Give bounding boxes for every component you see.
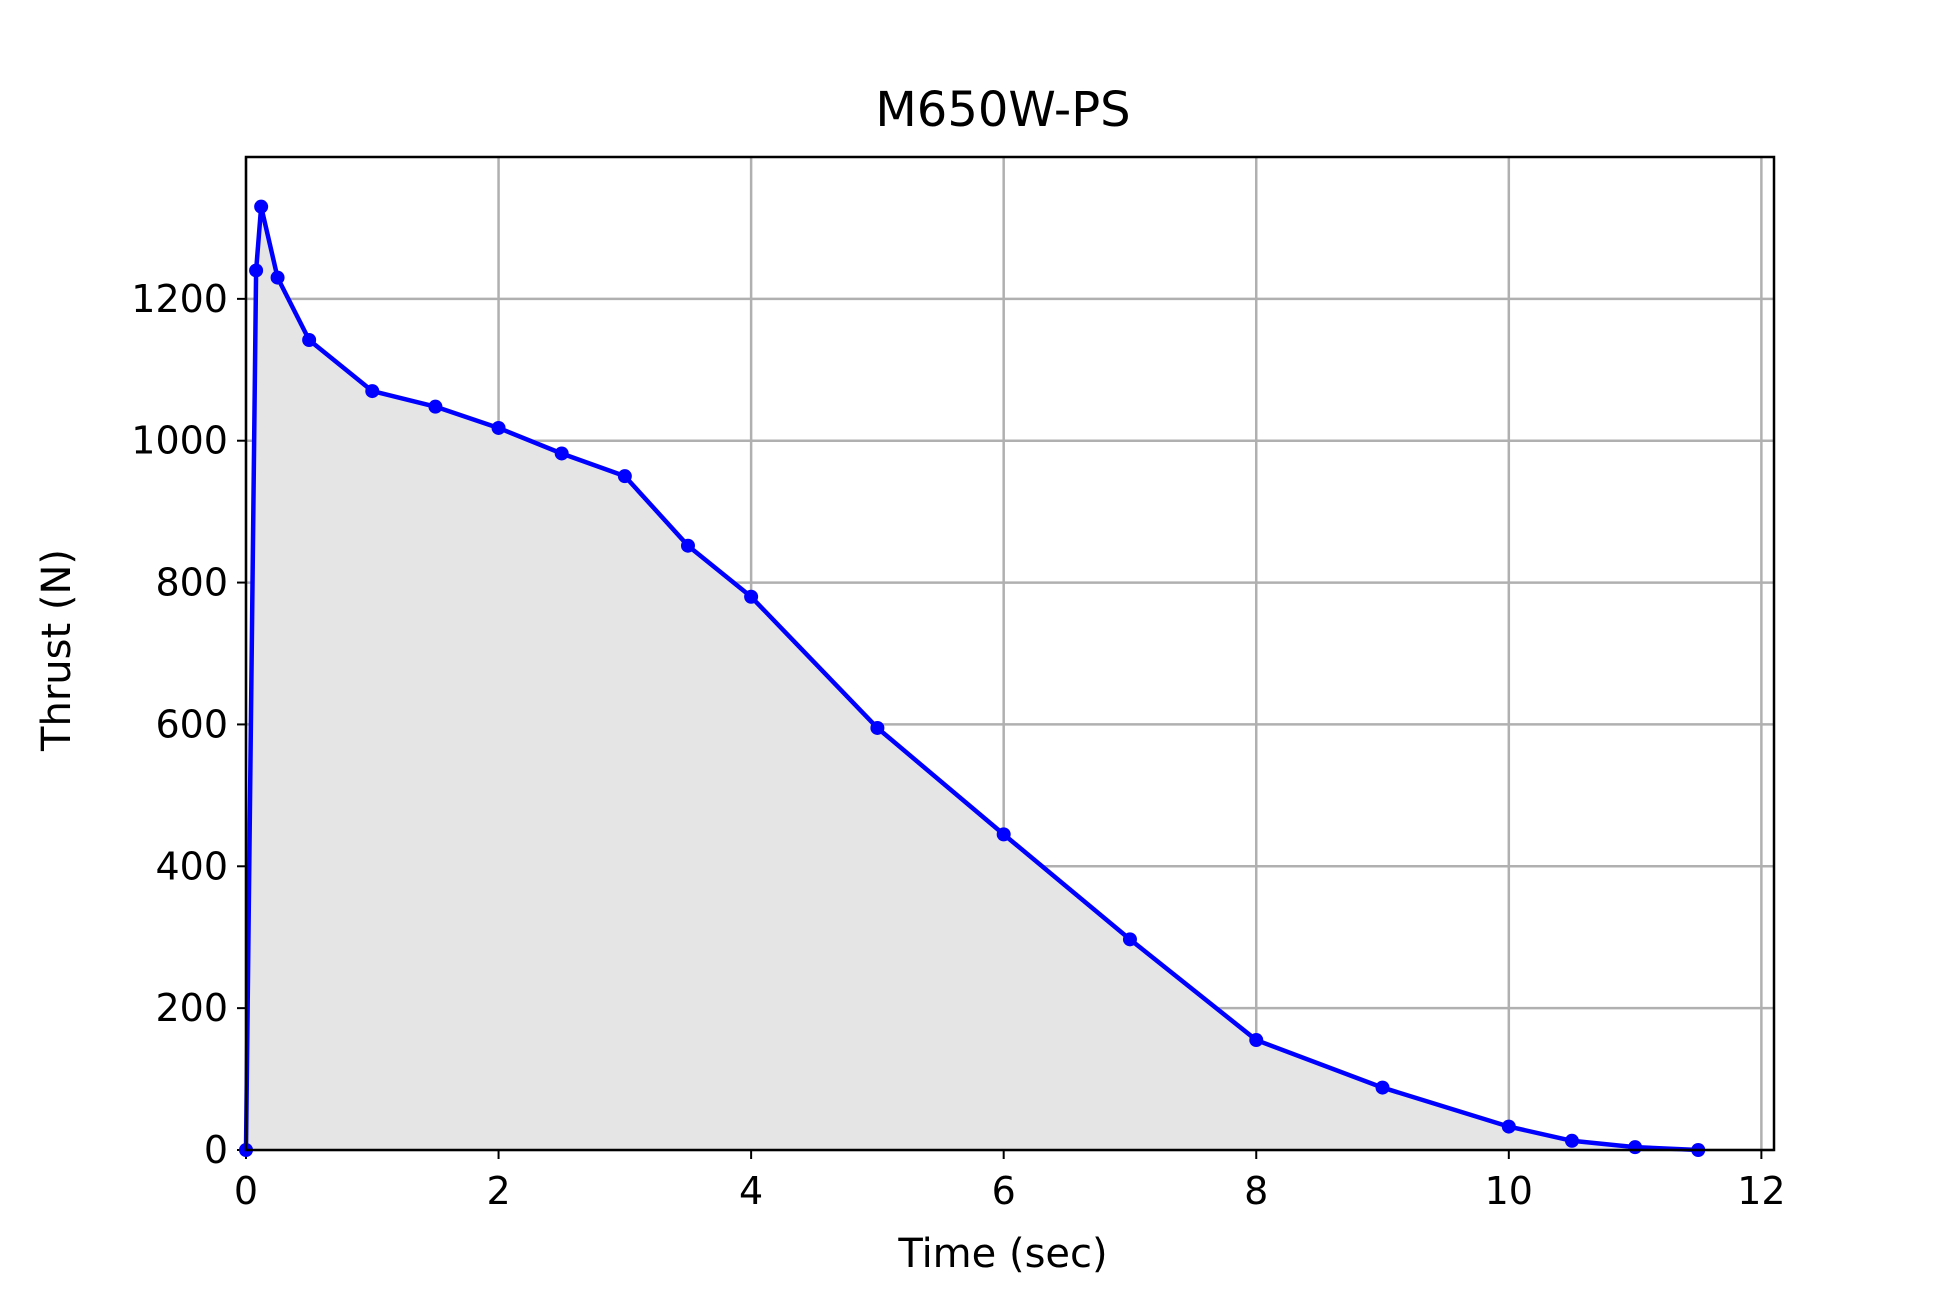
thrust-data-point	[1122, 932, 1137, 947]
thrust-data-point	[554, 446, 569, 461]
thrust-data-points	[239, 199, 1706, 1157]
thrust-data-point	[870, 720, 885, 735]
thrust-data-point	[1564, 1133, 1579, 1148]
y-axis-label: Thrust (N)	[34, 549, 80, 752]
thrust-data-point	[1501, 1119, 1516, 1134]
x-tick-label: 4	[739, 1169, 763, 1213]
thrust-data-point	[1249, 1033, 1264, 1048]
y-tick-label: 0	[204, 1128, 228, 1172]
x-axis-label: Time (sec)	[897, 1231, 1107, 1277]
x-tick-label: 12	[1737, 1169, 1785, 1213]
thrust-data-point	[302, 332, 317, 347]
x-axis-ticks: 0 2 4 6 8 10 12	[234, 1150, 1786, 1213]
chart-title: M650W-PS	[875, 82, 1130, 138]
x-tick-label: 6	[992, 1169, 1016, 1213]
y-tick-label: 200	[155, 986, 228, 1030]
thrust-data-point	[996, 827, 1011, 842]
thrust-data-point	[617, 469, 632, 484]
x-tick-label: 10	[1485, 1169, 1533, 1213]
thrust-data-point	[249, 263, 264, 278]
thrust-data-point	[1628, 1140, 1643, 1155]
thrust-data-point	[680, 538, 695, 553]
x-tick-label: 8	[1244, 1169, 1268, 1213]
thrust-data-point	[744, 589, 759, 604]
x-tick-label: 2	[486, 1169, 510, 1213]
thrust-data-point	[491, 420, 506, 435]
thrust-area-fill	[246, 206, 1699, 1150]
thrust-data-point	[365, 384, 380, 399]
thrust-data-point	[1375, 1080, 1390, 1095]
y-tick-label: 400	[155, 844, 228, 888]
x-tick-label: 0	[234, 1169, 258, 1213]
y-axis-ticks: 0 200 400 600 800 1000 1200	[131, 277, 246, 1172]
y-tick-label: 800	[155, 561, 228, 605]
y-tick-label: 1200	[131, 277, 228, 321]
thrust-data-point	[428, 399, 443, 414]
y-tick-label: 1000	[131, 419, 228, 463]
plot-frame	[244, 155, 1776, 1152]
y-tick-label: 600	[155, 702, 228, 746]
thrust-data-point	[270, 270, 285, 285]
thrust-data-point	[254, 199, 269, 214]
